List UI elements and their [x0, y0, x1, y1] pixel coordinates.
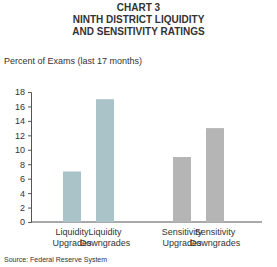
- y-tick-label: 4: [20, 188, 25, 198]
- y-tick-mark: [28, 193, 31, 194]
- y-tick: 14: [15, 116, 31, 126]
- y-tick-mark: [28, 150, 31, 151]
- y-tick-mark: [28, 92, 31, 93]
- x-tick-label: SensitivityDowngrades: [190, 227, 241, 248]
- bar: [206, 128, 224, 222]
- y-tick-mark: [28, 222, 31, 223]
- y-tick: 8: [20, 160, 31, 170]
- bars: [63, 99, 224, 222]
- title: CHART 3: [117, 2, 161, 13]
- y-axis-line: [28, 93, 32, 223]
- y-tick: 10: [15, 145, 31, 155]
- chart: CHART 3NINTH DISTRICT LIQUIDITYAND SENSI…: [0, 0, 277, 267]
- bar: [173, 157, 191, 222]
- y-tick: 18: [15, 87, 31, 97]
- subtitle: NINTH DISTRICT LIQUIDITYAND SENSITIVITY …: [72, 14, 205, 37]
- y-tick-mark: [28, 164, 31, 165]
- y-tick-label: 18: [15, 87, 25, 97]
- source: Source: Federal Reserve System: [4, 256, 107, 264]
- bar: [63, 171, 81, 222]
- y-axis-title: Percent of Exams (last 17 months): [4, 56, 142, 66]
- y-tick-label: 6: [20, 174, 25, 184]
- y-tick: 0: [20, 217, 31, 227]
- y-tick-label: 16: [15, 102, 25, 112]
- bar: [96, 99, 114, 222]
- y-tick: 2: [20, 203, 31, 213]
- y-tick: 12: [15, 131, 31, 141]
- y-tick-label: 12: [15, 131, 25, 141]
- y-tick-label: 0: [20, 217, 25, 227]
- y-tick-mark: [28, 106, 31, 107]
- y-tick: 16: [15, 102, 31, 112]
- x-tick-label: LiquidityDowngrades: [80, 227, 131, 248]
- y-tick: 6: [20, 174, 31, 184]
- y-axis: 0 2 4 6 8 10 12 14 16 18: [15, 87, 32, 227]
- y-tick-mark: [28, 135, 31, 136]
- y-tick-mark: [28, 179, 31, 180]
- y-tick-label: 8: [20, 160, 25, 170]
- y-tick-mark: [28, 208, 31, 209]
- y-tick-label: 2: [20, 203, 25, 213]
- y-tick: 4: [20, 188, 31, 198]
- y-tick-mark: [28, 121, 31, 122]
- y-tick-label: 10: [15, 145, 25, 155]
- y-tick-label: 14: [15, 116, 25, 126]
